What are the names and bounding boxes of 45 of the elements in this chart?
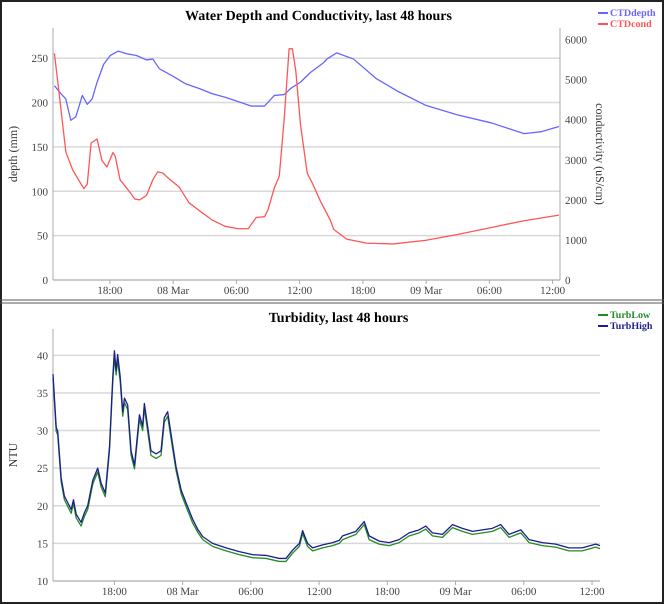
y-tick-label: 200 <box>32 98 48 110</box>
legend-label: CTDdepth <box>610 8 656 19</box>
y2-tick-label: 2000 <box>565 194 588 207</box>
y-tick-label: 150 <box>32 142 48 154</box>
x-tick-label: 08 Mar <box>157 285 190 297</box>
y2-tick-label: 3000 <box>565 154 588 167</box>
y2-tick-label: 0 <box>565 275 571 287</box>
legend-label: TurbLow <box>610 310 651 321</box>
x-tick-label: 12:00 <box>580 586 606 598</box>
chart-title: Turbidity, last 48 hours <box>268 311 409 326</box>
y-tick-label: 30 <box>37 426 48 438</box>
x-tick-label: 12:00 <box>306 586 332 598</box>
y-tick-label: 0 <box>42 275 48 287</box>
x-tick-label: 18:00 <box>97 285 123 297</box>
legend-label: CTDcond <box>610 19 652 30</box>
y-tick-label: 40 <box>37 350 48 362</box>
chart-title: Water Depth and Conductivity, last 48 hours <box>185 9 453 24</box>
x-tick-label: 12:00 <box>540 285 566 297</box>
x-tick-label: 09 Mar <box>440 586 472 598</box>
legend-label: TurbHigh <box>610 321 653 332</box>
y2-tick-label: 1000 <box>565 234 588 247</box>
y-axis-title: NTU <box>6 442 20 468</box>
x-tick-label: 06:00 <box>238 586 264 598</box>
y-tick-label: 250 <box>32 53 48 66</box>
y2-tick-label: 6000 <box>565 34 588 47</box>
y2-tick-label: 4000 <box>565 114 588 127</box>
x-tick-label: 18:00 <box>350 285 376 297</box>
x-tick-label: 18:00 <box>374 586 400 598</box>
x-tick-label: 06:00 <box>476 285 502 297</box>
x-tick-label: 09 Mar <box>410 285 443 297</box>
x-tick-label: 06:00 <box>511 586 537 598</box>
y2-tick-label: 5000 <box>565 74 588 87</box>
y-tick-label: 25 <box>37 463 48 476</box>
y-tick-label: 50 <box>37 230 48 243</box>
y-tick-label: 20 <box>37 500 48 513</box>
y-tick-label: 10 <box>37 576 48 588</box>
x-tick-label: 08 Mar <box>166 586 200 598</box>
x-tick-label: 18:00 <box>102 586 128 598</box>
y-tick-label: 100 <box>32 186 48 198</box>
y-tick-label: 35 <box>37 388 48 400</box>
y-tick-label: 15 <box>37 538 48 550</box>
x-tick-label: 06:00 <box>224 285 250 297</box>
y-axis-title: depth (mm) <box>6 126 20 182</box>
y2-axis-title: conductivity (uS/cm) <box>593 103 607 205</box>
x-tick-label: 12:00 <box>287 285 313 297</box>
